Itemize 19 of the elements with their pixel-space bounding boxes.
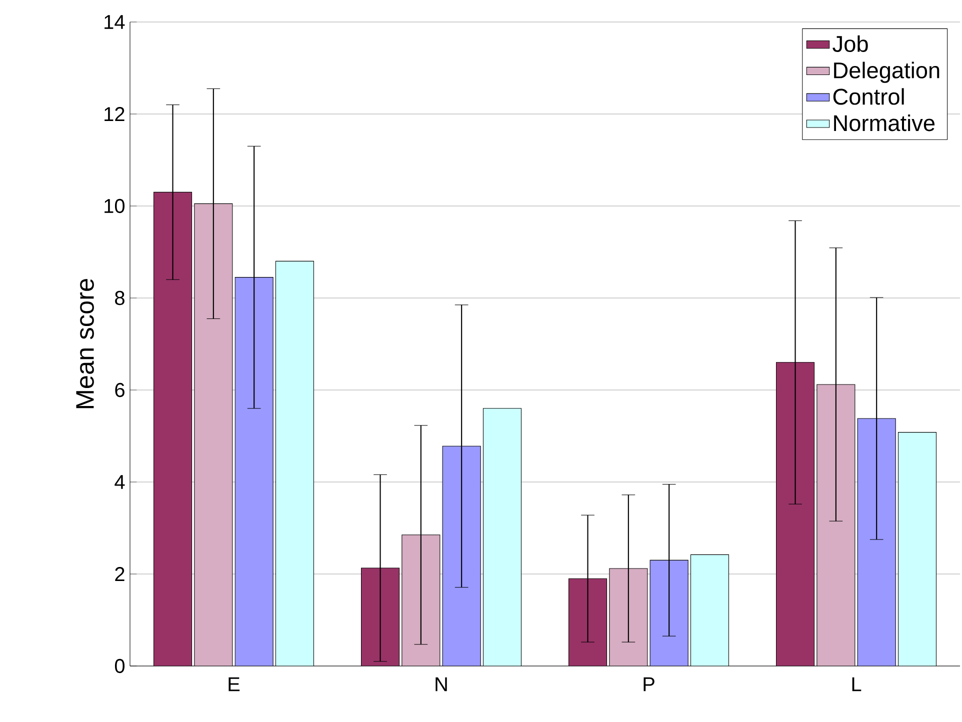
x-tick-label: P: [644, 677, 654, 692]
legend-label: Delegation: [834, 62, 940, 83]
y-tick-label: 0: [114, 658, 125, 674]
legend-label: Control: [833, 88, 904, 105]
y-axis-title: Mean score: [76, 278, 94, 408]
y-tick-label: 12: [104, 107, 124, 121]
y-tick-label: 14: [104, 15, 125, 29]
legend-label: Job: [832, 35, 868, 52]
x-tick-label: L: [852, 677, 862, 692]
x-tick-label: E: [228, 677, 240, 692]
bar: [776, 362, 815, 666]
y-tick-label: 10: [104, 198, 125, 214]
x-tick-label: N: [436, 677, 447, 692]
legend-label: Normative: [834, 114, 935, 132]
y-tick-label: 2: [115, 567, 124, 581]
y-tick-label: 4: [114, 475, 125, 489]
y-tick-label: 6: [115, 382, 124, 398]
y-tick-label: 8: [115, 290, 124, 306]
bar: [154, 192, 192, 666]
